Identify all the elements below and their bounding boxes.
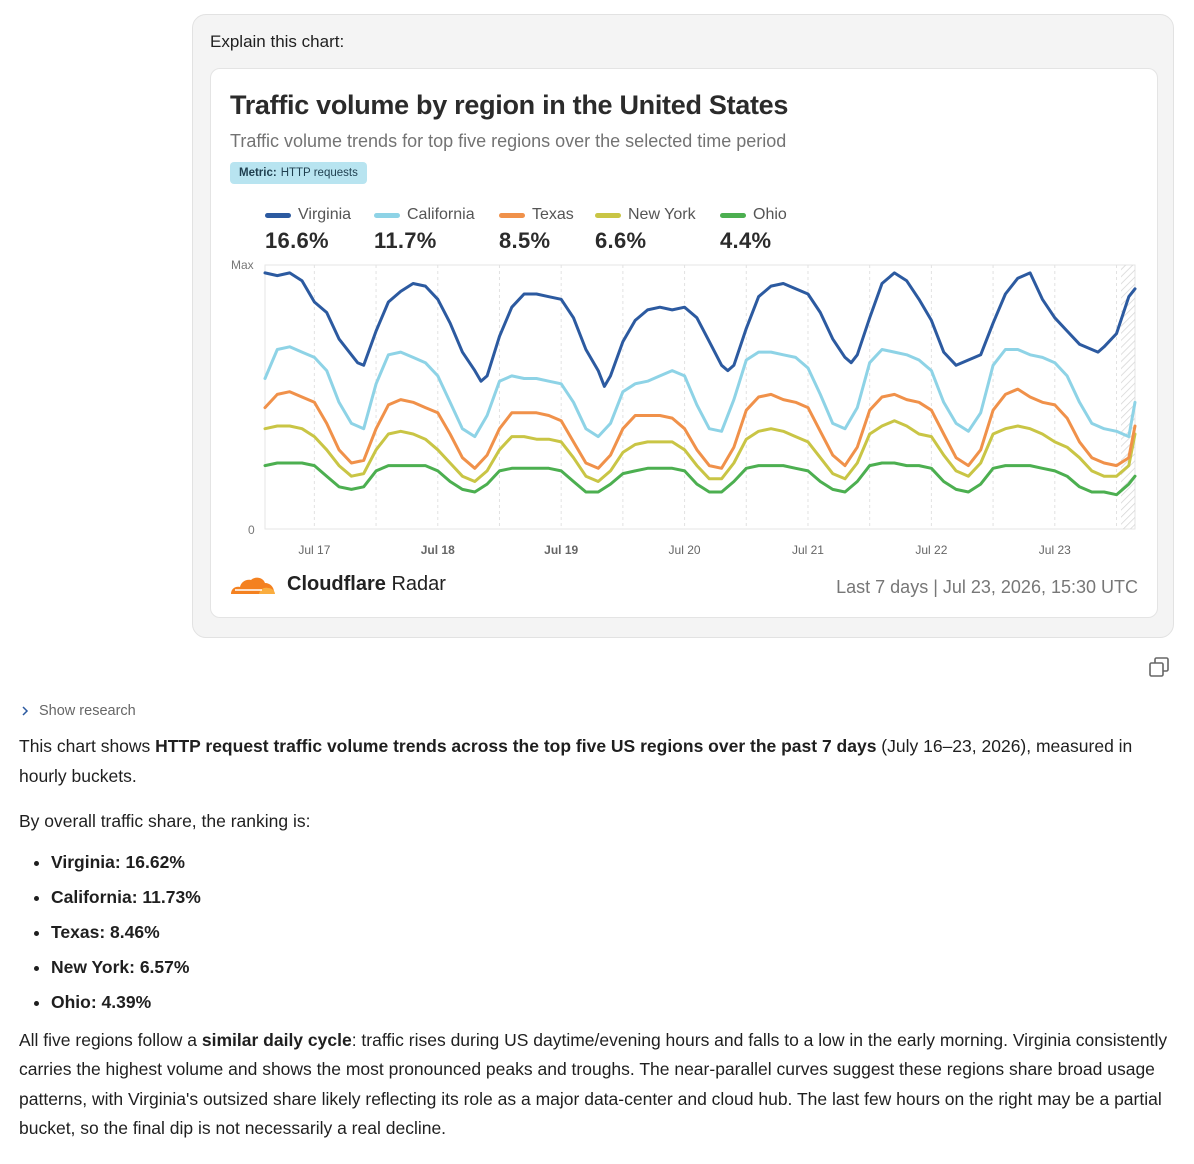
legend-value-ohio: 4.4% [720,228,772,253]
line-chart: Max 0 Jul 17 Jul 18 Jul 19 Jul 20 Jul 21 Jul 22… [231,258,1137,557]
answer-paragraph-2: By overall traffic share, the ranking is… [19,811,311,831]
y-axis-zero-label: 0 [248,523,255,537]
ranking-list: Virginia: 16.62% California: 11.73% Texa… [19,845,1179,1020]
legend-value-california: 11.7% [374,228,437,253]
x-tick-label: Jul 23 [1039,543,1071,557]
legend-label-virginia: Virginia [298,206,352,223]
cloudflare-radar-logo: Cloudflare Radar [229,573,446,596]
x-tick-label: Jul 21 [792,543,824,557]
chevron-right-icon [22,706,29,716]
copy-icon[interactable] [1148,656,1170,678]
legend-item-ohio[interactable]: Ohio 4.4% [720,205,787,254]
prompt-text: Explain this chart: [210,32,345,51]
chart-subtitle: Traffic volume trends for top five regio… [230,131,787,151]
legend-item-california[interactable]: California 11.7% [374,205,475,254]
series-line-ohio [263,461,1137,497]
partial-bucket-hatch [1121,265,1135,529]
metric-badge: Metric: HTTP requests [230,162,367,184]
legend-value-virginia: 16.6% [265,228,329,253]
x-tick-label: Jul 22 [915,543,947,557]
list-item: Virginia: 16.62% [51,845,1179,880]
show-research-label: Show research [39,703,136,719]
list-item: California: 11.73% [51,880,1179,915]
metric-label: Metric: [239,167,277,179]
legend-swatch-texas [499,212,525,218]
answer-p3-text: All five regions follow a [19,1029,202,1050]
legend-swatch-virginia [265,212,291,218]
series-line-california [263,345,1137,439]
answer-p1-tail: (July 16–23, 2026), measured in hourly b… [19,736,1133,786]
x-tick-label: Jul 17 [298,543,330,557]
list-item: Ohio: 4.39% [51,985,1179,1020]
answer-p3-tail: : traffic rises during US daytime/evenin… [19,1029,1168,1139]
legend-label-ohio: Ohio [753,206,787,223]
x-tick-label: Jul 18 [421,543,455,557]
x-tick-label: Jul 20 [669,543,701,557]
cloudflare-cloud-icon [231,577,275,594]
brand-bold: Cloudflare [287,573,386,595]
legend-item-new-york[interactable]: New York 6.6% [595,205,696,254]
legend-label-california: California [407,206,475,223]
legend-swatch-california [374,212,400,218]
answer-paragraph-3: All five regions follow a similar daily … [19,1026,1179,1144]
brand-regular: Radar [391,573,446,595]
y-axis-max-label: Max [231,258,254,272]
list-item: Texas: 8.46% [51,915,1179,950]
series-line-new-york [263,419,1137,483]
legend-swatch-new-york [595,212,621,218]
legend-item-texas[interactable]: Texas 8.5% [499,205,574,254]
legend-value-texas: 8.5% [499,228,551,253]
answer-p3-bold: similar daily cycle [201,1029,352,1050]
answer-p1-text: This chart shows [19,736,156,756]
legend-label-new-york: New York [628,206,696,223]
legend-value-new-york: 6.6% [595,228,647,253]
user-message-bubble: Explain this chart: Traffic volume by re… [192,14,1174,638]
legend-item-virginia[interactable]: Virginia 16.6% [265,205,351,254]
chart-card: Traffic volume by region in the United S… [210,68,1158,618]
answer-paragraph-1: This chart shows HTTP request traffic vo… [19,732,1179,791]
legend-swatch-ohio [720,212,746,218]
series-line-virginia [263,271,1137,388]
legend-label-texas: Texas [532,206,574,223]
timestamp-footer: Last 7 days | Jul 23, 2026, 15:30 UTC [836,577,1138,597]
list-item: New York: 6.57% [51,950,1179,985]
chart-title: Traffic volume by region in the United S… [230,90,789,120]
answer-p1-bold: HTTP request traffic volume trends acros… [155,736,877,756]
x-tick-label: Jul 19 [544,543,578,557]
metric-value: HTTP requests [280,167,358,179]
assistant-answer: This chart shows HTTP request traffic vo… [19,732,1179,1144]
show-research-toggle[interactable]: Show research [19,703,136,719]
series-line-texas [263,387,1137,470]
